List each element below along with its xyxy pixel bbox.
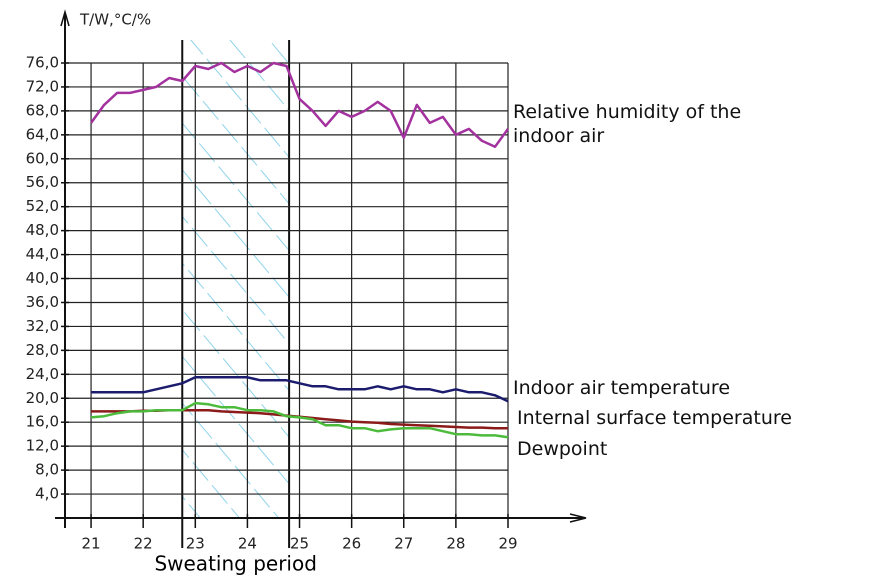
- highlight-label: Sweating period: [154, 552, 316, 576]
- series-line: [90, 401, 509, 439]
- y-tick-label: 44,0: [26, 245, 59, 263]
- x-tick-label: 23: [186, 535, 205, 553]
- series-label: Internal surface temperature: [517, 407, 792, 429]
- y-tick-label: 20,0: [26, 389, 59, 407]
- x-tick-label: 27: [394, 535, 413, 553]
- x-tick-label: 25: [290, 535, 309, 553]
- y-tick-label: 4,0: [35, 485, 59, 503]
- y-tick-label: 36,0: [26, 293, 59, 311]
- x-tick-label: 26: [342, 535, 361, 553]
- y-tick-label: 40,0: [26, 269, 59, 287]
- y-tick-label: 24,0: [26, 365, 59, 383]
- x-axis-arrow: [569, 513, 587, 523]
- series-line: [90, 61, 510, 149]
- series-label: Dewpoint: [517, 438, 608, 460]
- y-tick-label: 72,0: [26, 77, 59, 95]
- y-axis-label: T/W,°C/%: [79, 11, 151, 29]
- y-tick-label: 32,0: [26, 317, 59, 335]
- series-line: [91, 376, 509, 403]
- y-tick-label: 60,0: [26, 149, 59, 167]
- y-axis-arrow: [60, 9, 70, 27]
- x-tick-label: 29: [498, 535, 517, 553]
- y-tick-label: 56,0: [26, 173, 59, 191]
- y-tick-label: 76,0: [26, 54, 59, 72]
- x-tick-label: 21: [82, 535, 101, 553]
- series-label: Indoor air temperature: [513, 377, 731, 399]
- y-tick-label: 12,0: [26, 437, 59, 455]
- x-tick-label: 28: [446, 535, 465, 553]
- x-tick-label: 24: [238, 535, 257, 553]
- y-tick-label: 8,0: [35, 461, 59, 479]
- y-tick-label: 16,0: [26, 413, 59, 431]
- y-tick-label: 52,0: [26, 197, 59, 215]
- series-label: Relative humidity of the indoor air: [513, 101, 742, 147]
- y-tick-label: 68,0: [26, 101, 59, 119]
- y-tick-label: 48,0: [26, 221, 59, 239]
- x-tick-label: 22: [134, 535, 153, 553]
- y-tick-label: 64,0: [26, 125, 59, 143]
- y-tick-label: 28,0: [26, 341, 59, 359]
